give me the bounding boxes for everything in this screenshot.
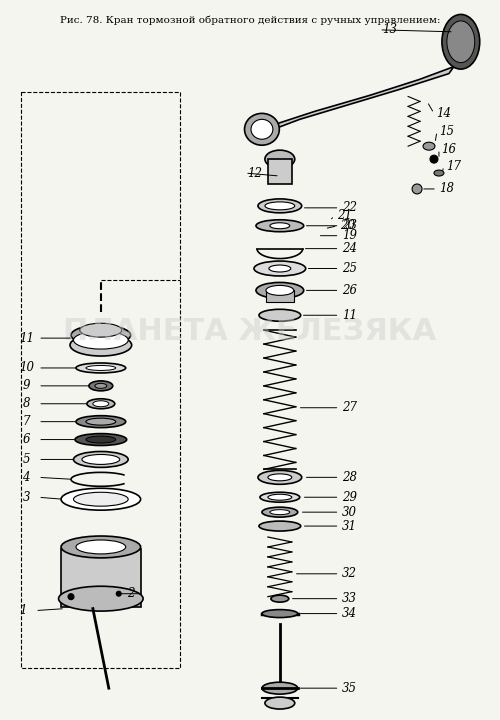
Polygon shape [255,67,454,136]
Ellipse shape [74,451,128,467]
Text: 16: 16 [442,143,456,156]
Ellipse shape [86,418,116,425]
Ellipse shape [442,14,480,69]
Ellipse shape [265,202,295,210]
Text: 19: 19 [342,229,357,242]
Ellipse shape [74,492,128,506]
Ellipse shape [259,521,300,531]
Text: 29: 29 [342,491,357,504]
Ellipse shape [260,492,300,503]
Ellipse shape [258,470,302,485]
Ellipse shape [71,325,130,345]
Text: 21: 21 [337,210,352,222]
Ellipse shape [87,399,115,409]
Text: 25: 25 [342,262,357,275]
Text: 20: 20 [340,220,355,233]
Text: 8: 8 [22,397,30,410]
Text: 31: 31 [342,520,357,533]
Text: 35: 35 [342,682,357,695]
Ellipse shape [95,383,107,388]
Ellipse shape [76,363,126,373]
Ellipse shape [265,697,295,709]
Ellipse shape [259,310,300,321]
Text: 7: 7 [22,415,30,428]
Ellipse shape [80,323,122,337]
Ellipse shape [258,199,302,213]
Ellipse shape [270,510,290,515]
Text: 1: 1 [20,604,27,617]
Ellipse shape [256,282,304,298]
Ellipse shape [74,331,128,349]
Text: 3: 3 [22,491,30,504]
Text: 5: 5 [22,453,30,466]
Ellipse shape [75,433,126,446]
Text: 14: 14 [436,107,452,120]
Ellipse shape [254,261,306,276]
Ellipse shape [262,610,298,618]
Ellipse shape [244,113,280,145]
Text: 11: 11 [19,332,34,345]
Ellipse shape [269,265,291,272]
Text: 18: 18 [440,182,454,195]
Text: 27: 27 [342,401,357,414]
Ellipse shape [268,474,292,481]
Ellipse shape [61,536,140,558]
Text: 22: 22 [342,202,357,215]
Ellipse shape [262,507,298,517]
Ellipse shape [262,683,298,694]
Ellipse shape [447,21,474,63]
Text: 13: 13 [382,23,396,36]
Ellipse shape [68,594,74,600]
Text: 17: 17 [446,160,462,173]
Ellipse shape [116,591,121,596]
Text: 26: 26 [342,284,357,297]
Text: 4: 4 [22,471,30,484]
Text: 28: 28 [342,471,357,484]
Bar [268,159,292,184]
Ellipse shape [61,488,140,510]
Text: Рис. 78. Кран тормозной обратного действия с ручных управлением:: Рис. 78. Кран тормозной обратного действ… [60,15,440,24]
Ellipse shape [251,120,273,139]
Ellipse shape [93,401,109,407]
Text: 33: 33 [342,592,357,606]
Ellipse shape [265,150,295,168]
Ellipse shape [256,220,304,232]
Ellipse shape [70,334,132,356]
Text: 32: 32 [342,567,357,580]
Text: 10: 10 [19,361,34,374]
Text: 11: 11 [342,309,357,322]
Ellipse shape [266,285,294,295]
Ellipse shape [82,454,120,464]
Ellipse shape [76,415,126,428]
Text: 9: 9 [22,379,30,392]
Text: 24: 24 [342,242,357,255]
Ellipse shape [412,184,422,194]
Text: 34: 34 [342,607,357,620]
Text: 23: 23 [342,220,357,233]
Text: 30: 30 [342,505,357,518]
Ellipse shape [58,586,143,611]
Text: 12: 12 [248,166,262,179]
Text: ПЛАНЕТА ЖЕЛЕЗЯКА: ПЛАНЕТА ЖЕЛЕЗЯКА [64,317,436,346]
Ellipse shape [271,595,289,602]
Ellipse shape [268,494,292,500]
Ellipse shape [434,170,444,176]
Ellipse shape [270,222,290,229]
Text: 15: 15 [440,125,454,138]
Bar [266,290,294,302]
Text: 6: 6 [22,433,30,446]
Text: 2: 2 [127,588,134,600]
Ellipse shape [86,366,116,371]
Bar [61,549,140,607]
Ellipse shape [430,155,438,163]
Ellipse shape [76,540,126,554]
Ellipse shape [423,143,435,150]
Ellipse shape [89,381,113,391]
Ellipse shape [86,436,116,443]
